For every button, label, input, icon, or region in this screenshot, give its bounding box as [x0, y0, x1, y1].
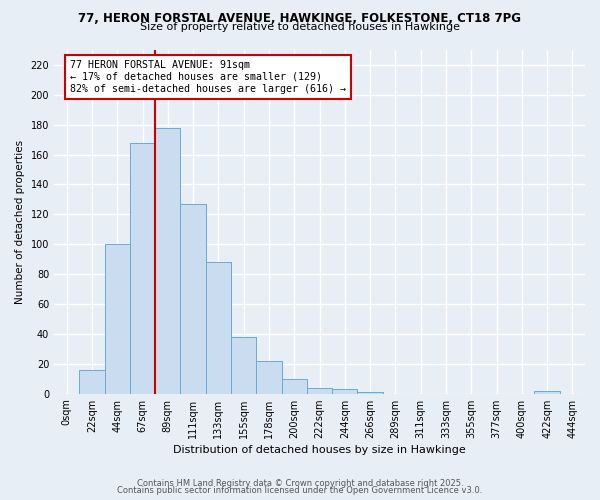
Bar: [358, 392, 383, 394]
Text: 77, HERON FORSTAL AVENUE, HAWKINGE, FOLKESTONE, CT18 7PG: 77, HERON FORSTAL AVENUE, HAWKINGE, FOLK…: [79, 12, 521, 26]
Text: Contains public sector information licensed under the Open Government Licence v3: Contains public sector information licen…: [118, 486, 482, 495]
Bar: [181, 204, 206, 394]
Bar: [231, 337, 256, 394]
Text: Size of property relative to detached houses in Hawkinge: Size of property relative to detached ho…: [140, 22, 460, 32]
Y-axis label: Number of detached properties: Number of detached properties: [15, 140, 25, 304]
Bar: [256, 361, 281, 394]
Bar: [535, 390, 560, 394]
Text: 77 HERON FORSTAL AVENUE: 91sqm
← 17% of detached houses are smaller (129)
82% of: 77 HERON FORSTAL AVENUE: 91sqm ← 17% of …: [70, 60, 346, 94]
Bar: [332, 389, 358, 394]
Bar: [130, 142, 155, 394]
Bar: [104, 244, 130, 394]
Bar: [307, 388, 332, 394]
Bar: [206, 262, 231, 394]
Bar: [155, 128, 181, 394]
Text: Contains HM Land Registry data © Crown copyright and database right 2025.: Contains HM Land Registry data © Crown c…: [137, 478, 463, 488]
Bar: [281, 379, 307, 394]
Bar: [79, 370, 104, 394]
X-axis label: Distribution of detached houses by size in Hawkinge: Distribution of detached houses by size …: [173, 445, 466, 455]
